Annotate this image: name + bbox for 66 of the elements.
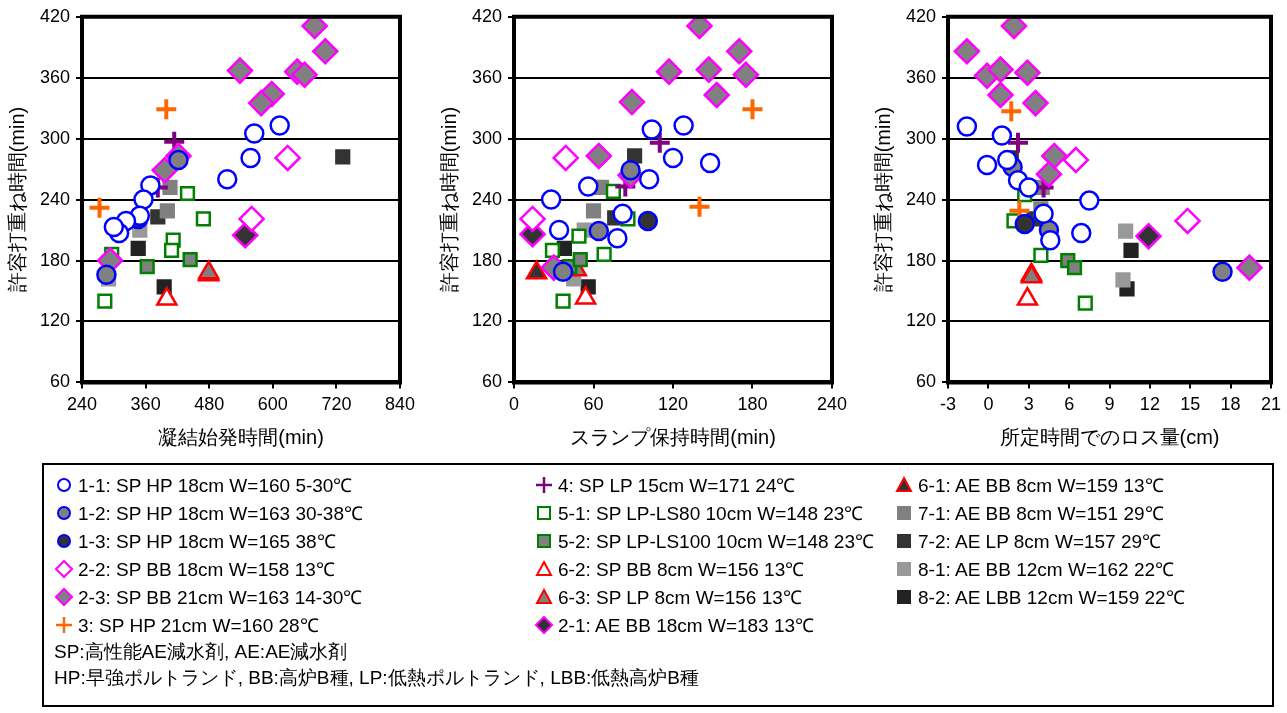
x-tick-label: 0 — [983, 394, 994, 415]
y-tick-label: 180 — [471, 249, 503, 270]
legend-label: 7-1: AE BB 8cm W=151 29℃ — [918, 502, 1164, 526]
text: HP:早強ポルトランド, BB:高炉B種, LP:低熱ポルトランド, LBB:低熱高炉B種 — [54, 666, 701, 690]
y-tick-label: 120 — [471, 310, 503, 331]
y-axis-title: 許容打重ね時間(min) — [871, 106, 894, 293]
x-axis-title: 凝結始発時間(min) — [158, 425, 324, 448]
y-tick-label: 180 — [905, 249, 937, 270]
y-tick-label: 60 — [482, 371, 503, 392]
y-tick-label: 240 — [471, 188, 503, 209]
y-tick-label: 360 — [905, 66, 937, 87]
legend-label: 6-1: AE BB 8cm W=159 13℃ — [918, 474, 1164, 498]
y-tick-label: 300 — [471, 127, 503, 148]
x-tick-label: 15 — [1180, 394, 1201, 415]
x-tick-label: 600 — [257, 394, 288, 415]
x-tick-label: 480 — [194, 394, 225, 415]
y-tick-label: 300 — [905, 127, 937, 148]
y-tick-label: 300 — [39, 127, 71, 148]
y-tick-label: 120 — [905, 310, 937, 331]
legend-label: 2-2: SP BB 18cm W=158 13℃ — [78, 558, 335, 582]
x-tick-label: 360 — [130, 394, 161, 415]
legend-label: 3: SP HP 21cm W=160 28℃ — [78, 614, 319, 638]
legend-label: 1-3: SP HP 18cm W=165 38℃ — [78, 530, 336, 554]
legend-label: 8-1: AE BB 12cm W=162 22℃ — [918, 558, 1175, 582]
y-axis-title: 許容打重ね時間(min) — [5, 106, 28, 293]
x-tick-label: 240 — [67, 394, 98, 415]
legend-label: 5-1: SP LP-LS80 10cm W=148 23℃ — [558, 502, 864, 526]
x-tick-label: 12 — [1139, 394, 1160, 415]
y-tick-label: 240 — [39, 188, 71, 209]
x-axis-title: 所定時間でのロス量(cm) — [999, 425, 1220, 448]
y-tick-label: 60 — [916, 371, 937, 392]
legend-label: 6-3: SP LP 8cm W=156 13℃ — [558, 586, 802, 610]
x-tick-label: 9 — [1104, 394, 1115, 415]
y-tick-label: 420 — [905, 5, 937, 26]
x-tick-label: 60 — [583, 394, 604, 415]
y-tick-label: 360 — [471, 66, 503, 87]
legend-label: 4: SP LP 15cm W=171 24℃ — [558, 474, 796, 498]
x-tick-label: 240 — [816, 394, 848, 415]
x-tick-label: 180 — [737, 394, 768, 415]
x-tick-label: 120 — [657, 394, 689, 415]
x-tick-label: 720 — [321, 394, 352, 415]
y-tick-label: 240 — [905, 188, 937, 209]
y-tick-label: 420 — [39, 5, 71, 26]
y-tick-label: 120 — [39, 310, 71, 331]
legend-label: 5-2: SP LP-LS100 10cm W=148 23℃ — [558, 530, 874, 554]
x-axis-title: スランプ保持時間(min) — [570, 425, 776, 448]
x-tick-label: 6 — [1064, 394, 1075, 415]
legend-label: 2-1: AE BB 18cm W=183 13℃ — [558, 614, 815, 638]
x-tick-label: 840 — [384, 394, 416, 415]
text: SP:高性能AE減水剤, AE:AE減水剤 — [54, 640, 349, 664]
legend-label: 8-2: AE LBB 12cm W=159 22℃ — [918, 586, 1185, 610]
x-tick-label: 21 — [1260, 394, 1281, 415]
legend-label: 2-3: SP BB 21cm W=163 14-30℃ — [78, 586, 363, 610]
y-tick-label: 420 — [471, 5, 503, 26]
x-tick-label: 18 — [1220, 394, 1241, 415]
x-tick-label: 0 — [509, 394, 520, 415]
y-tick-label: 360 — [39, 66, 71, 87]
x-tick-label: 3 — [1023, 394, 1034, 415]
legend-label: 1-2: SP HP 18cm W=163 30-38℃ — [78, 502, 363, 526]
y-tick-label: 60 — [50, 371, 71, 392]
legend-label: 6-2: SP BB 8cm W=156 13℃ — [558, 558, 805, 582]
y-tick-label: 180 — [39, 249, 71, 270]
legend-label: 7-2: AE LP 8cm W=157 29℃ — [918, 530, 1162, 554]
x-tick-label: -3 — [940, 394, 957, 415]
legend-label: 1-1: SP HP 18cm W=160 5-30℃ — [78, 474, 353, 498]
y-axis-title: 許容打重ね時間(min) — [437, 106, 460, 293]
